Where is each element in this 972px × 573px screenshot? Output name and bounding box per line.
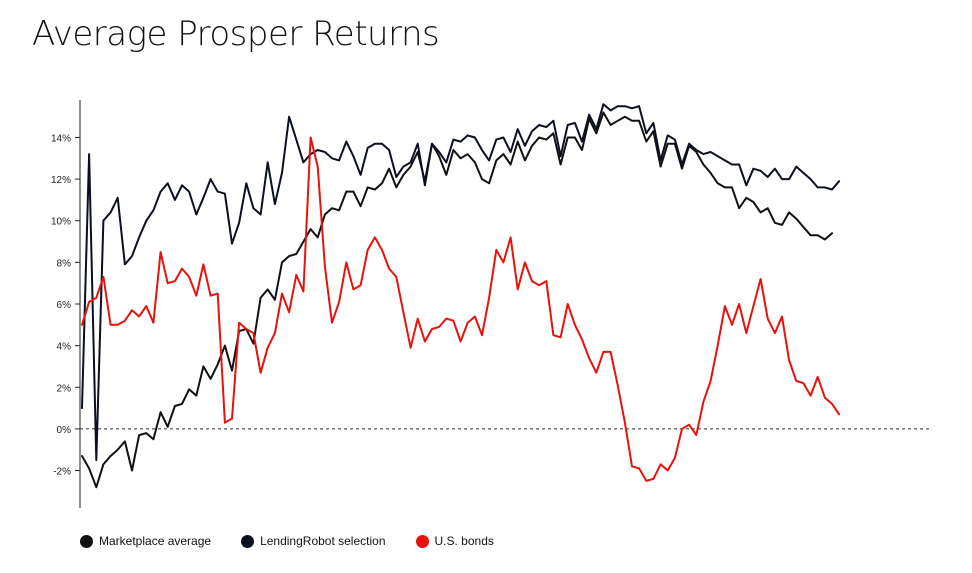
chart-legend: Marketplace average LendingRobot selecti… xyxy=(80,534,494,548)
legend-item-marketplace-average: Marketplace average xyxy=(80,534,211,548)
legend-swatch-icon xyxy=(80,534,93,548)
y-tick-label: 8% xyxy=(57,258,72,269)
series-line-lendingrobot-selection xyxy=(81,103,841,462)
y-tick-label: 14% xyxy=(51,133,71,144)
legend-item-lendingrobot-selection: LendingRobot selection xyxy=(241,534,386,548)
legend-label: U.S. bonds xyxy=(434,534,494,548)
legend-swatch-icon xyxy=(241,534,255,548)
chart-axes: -2% 0% 2% 4% 6% 8% 10% 12% 14% xyxy=(51,100,932,508)
y-tick-label: 4% xyxy=(57,342,72,353)
y-tick-label: 10% xyxy=(51,217,71,228)
series-line-u-s-bonds xyxy=(81,136,841,482)
series-line-marketplace-average xyxy=(81,111,833,489)
y-tick-label: 0% xyxy=(57,425,72,436)
chart-title: Average Prosper Returns xyxy=(32,14,440,54)
legend-label: LendingRobot selection xyxy=(260,534,386,548)
legend-swatch-icon xyxy=(415,534,429,548)
legend-label: Marketplace average xyxy=(99,534,212,548)
y-tick-label: 6% xyxy=(57,300,72,311)
y-tick-label: 12% xyxy=(51,175,71,186)
y-tick-label: 2% xyxy=(57,383,72,394)
y-tick-label: -2% xyxy=(53,467,71,478)
legend-item-us-bonds: U.S. bonds xyxy=(415,534,494,548)
chart-series-layer xyxy=(81,103,841,489)
